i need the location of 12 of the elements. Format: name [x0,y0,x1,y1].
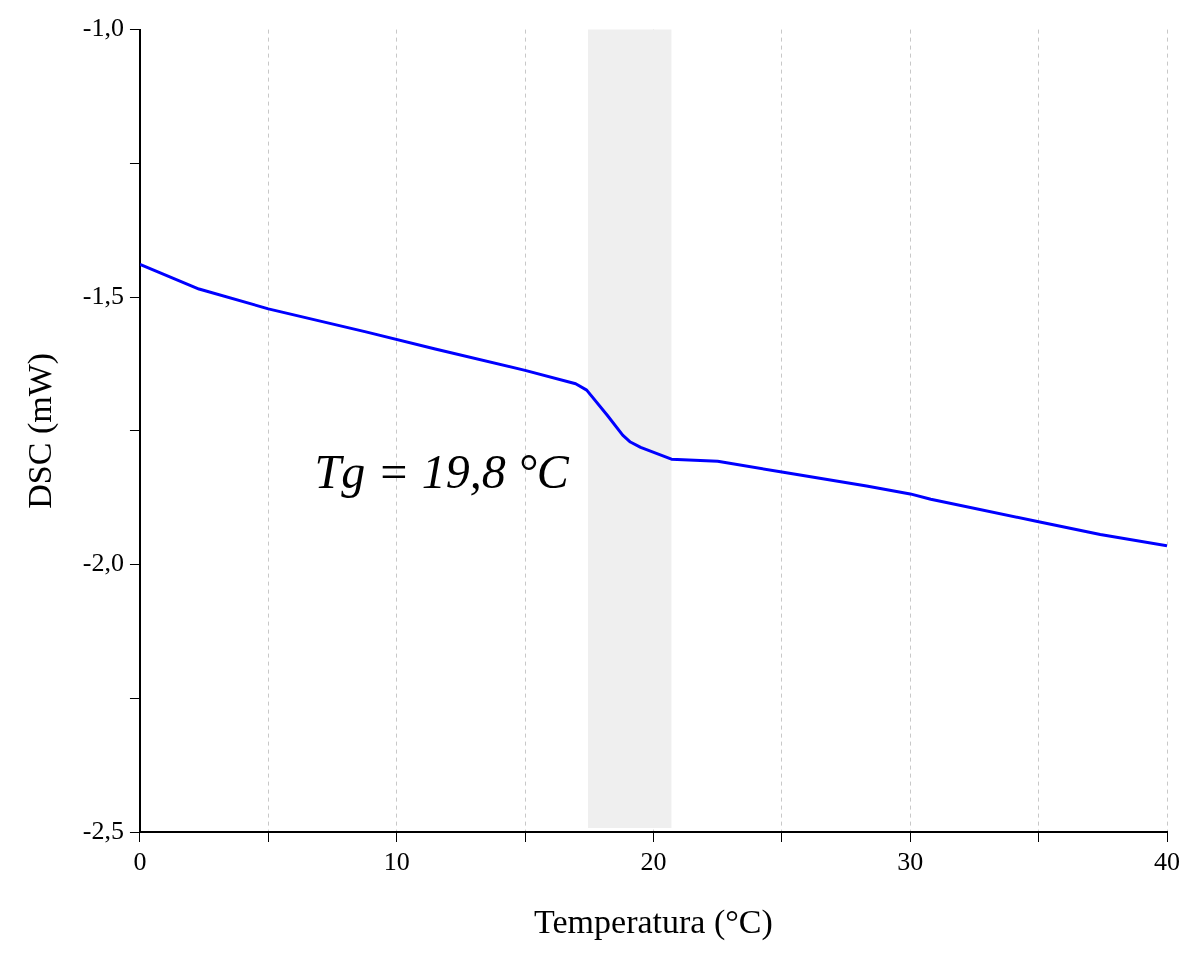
x-tick-label: 30 [897,847,924,877]
y-tick-label: -1,5 [82,280,124,310]
y-tick-label: -2,5 [82,815,124,845]
x-tick-label: 40 [1154,847,1180,877]
y-tick-label: -1,0 [82,13,124,43]
x-tick-label: 0 [133,847,147,877]
x-tick-label: 10 [383,847,410,877]
annotation: Tg = 19,8 °C [314,444,570,498]
y-tick-label: -2,0 [82,548,124,578]
y-axis-title: DSC (mW) [21,352,60,509]
x-tick-label: 20 [640,847,667,877]
x-axis-title: Temperatura (°C) [534,902,773,941]
